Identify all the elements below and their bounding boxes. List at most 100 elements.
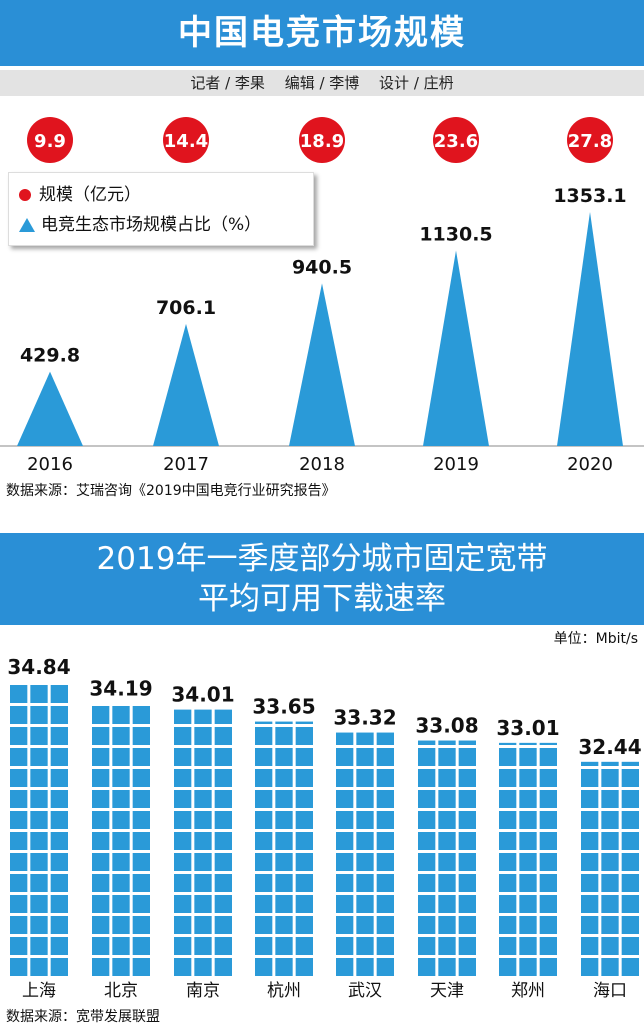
- bar-tile: [92, 958, 110, 976]
- chart1-title-banner: 中国电竞市场规模: [0, 0, 644, 66]
- bar-tile: [458, 958, 476, 976]
- bar-tile: [499, 916, 517, 934]
- bar-tile: [458, 895, 476, 913]
- bar-tile: [10, 853, 28, 871]
- bar-tile: [174, 895, 192, 913]
- bar-tile: [92, 832, 110, 850]
- bar-tile: [50, 727, 68, 745]
- bar-tile: [336, 895, 354, 913]
- bar-tile: [581, 958, 599, 976]
- bar-tile: [174, 958, 192, 976]
- bar-tile: [132, 937, 150, 955]
- bar-tile: [214, 769, 232, 787]
- bar-tile: [10, 727, 28, 745]
- bar-tile: [356, 811, 374, 829]
- bar-tile: [275, 721, 293, 724]
- x-tick-label: 海口: [593, 981, 627, 1001]
- bar-value-label: 33.32: [333, 706, 396, 730]
- bar-tile: [519, 958, 537, 976]
- bar-tile: [336, 732, 354, 745]
- bar-tile: [132, 727, 150, 745]
- bar-tile: [519, 853, 537, 871]
- bar-tile: [132, 832, 150, 850]
- bar-tile: [601, 790, 619, 808]
- bar-tile: [255, 874, 273, 892]
- bar-tile: [10, 811, 28, 829]
- bar-tile: [601, 853, 619, 871]
- bar-tile: [214, 895, 232, 913]
- bar-tile: [174, 811, 192, 829]
- bar-tile: [295, 790, 313, 808]
- bar-tile: [458, 832, 476, 850]
- bar-tile: [499, 748, 517, 766]
- bar-tile: [50, 790, 68, 808]
- bar-tile: [214, 748, 232, 766]
- bar-tile: [438, 895, 456, 913]
- bar-tile: [539, 895, 557, 913]
- bar-tile: [438, 790, 456, 808]
- bar-mark: [10, 682, 68, 976]
- bar-tile: [92, 811, 110, 829]
- bar-tile: [194, 748, 212, 766]
- bar-tile: [50, 706, 68, 724]
- bar-tile: [50, 748, 68, 766]
- x-tick-label: 杭州: [267, 981, 301, 1001]
- bar-tile: [336, 937, 354, 955]
- bar-tile: [295, 853, 313, 871]
- bar-value-label: 33.01: [496, 716, 559, 740]
- x-tick-label: 2020: [567, 454, 613, 475]
- bar-tile: [499, 769, 517, 787]
- triangle-mark: [153, 323, 219, 446]
- x-tick-label: 北京: [104, 981, 138, 1001]
- bar-tile: [50, 811, 68, 829]
- bar-tile: [174, 769, 192, 787]
- bar-tile: [132, 748, 150, 766]
- bar-tile: [458, 769, 476, 787]
- bar-tile: [499, 958, 517, 976]
- bar-tile: [336, 874, 354, 892]
- bar-tile: [112, 916, 130, 934]
- bar-tile: [438, 916, 456, 934]
- bar-tile: [30, 790, 48, 808]
- bar-tile: [132, 790, 150, 808]
- bar-tile: [601, 811, 619, 829]
- bar-tile: [356, 748, 374, 766]
- bar-tile: [174, 916, 192, 934]
- bar-tile: [539, 790, 557, 808]
- bar-tile: [30, 811, 48, 829]
- bar-tile: [356, 895, 374, 913]
- bar-tile: [356, 958, 374, 976]
- x-tick-label: 2019: [433, 454, 479, 475]
- bar-tile: [10, 937, 28, 955]
- bar-tile: [214, 790, 232, 808]
- bar-tile: [112, 727, 130, 745]
- bar-mark: [92, 703, 150, 976]
- bar-tile: [336, 748, 354, 766]
- bar-value-label: 33.65: [252, 695, 315, 719]
- bar-tile: [539, 958, 557, 976]
- bar-tile: [194, 790, 212, 808]
- bar-tile: [356, 790, 374, 808]
- bar-tile: [10, 790, 28, 808]
- bar-tile: [418, 895, 436, 913]
- bar-tile: [50, 769, 68, 787]
- x-tick-label: 南京: [186, 981, 220, 1001]
- bar-tile: [10, 706, 28, 724]
- bar-tile: [356, 832, 374, 850]
- bar-tile: [112, 853, 130, 871]
- bar-tile: [214, 832, 232, 850]
- triangle-mark: [423, 250, 489, 446]
- bar-tile: [418, 916, 436, 934]
- bar-tile: [621, 958, 639, 976]
- bar-tile: [174, 748, 192, 766]
- bar-tile: [92, 895, 110, 913]
- bar-tile: [356, 874, 374, 892]
- chart1-title: 中国电竞市场规模: [178, 13, 466, 53]
- bar-tile: [438, 958, 456, 976]
- bar-tile: [275, 958, 293, 976]
- bar-tile: [275, 874, 293, 892]
- bar-tile: [458, 811, 476, 829]
- bar-tile: [458, 853, 476, 871]
- bar-mark: [581, 761, 639, 976]
- bar-tile: [30, 874, 48, 892]
